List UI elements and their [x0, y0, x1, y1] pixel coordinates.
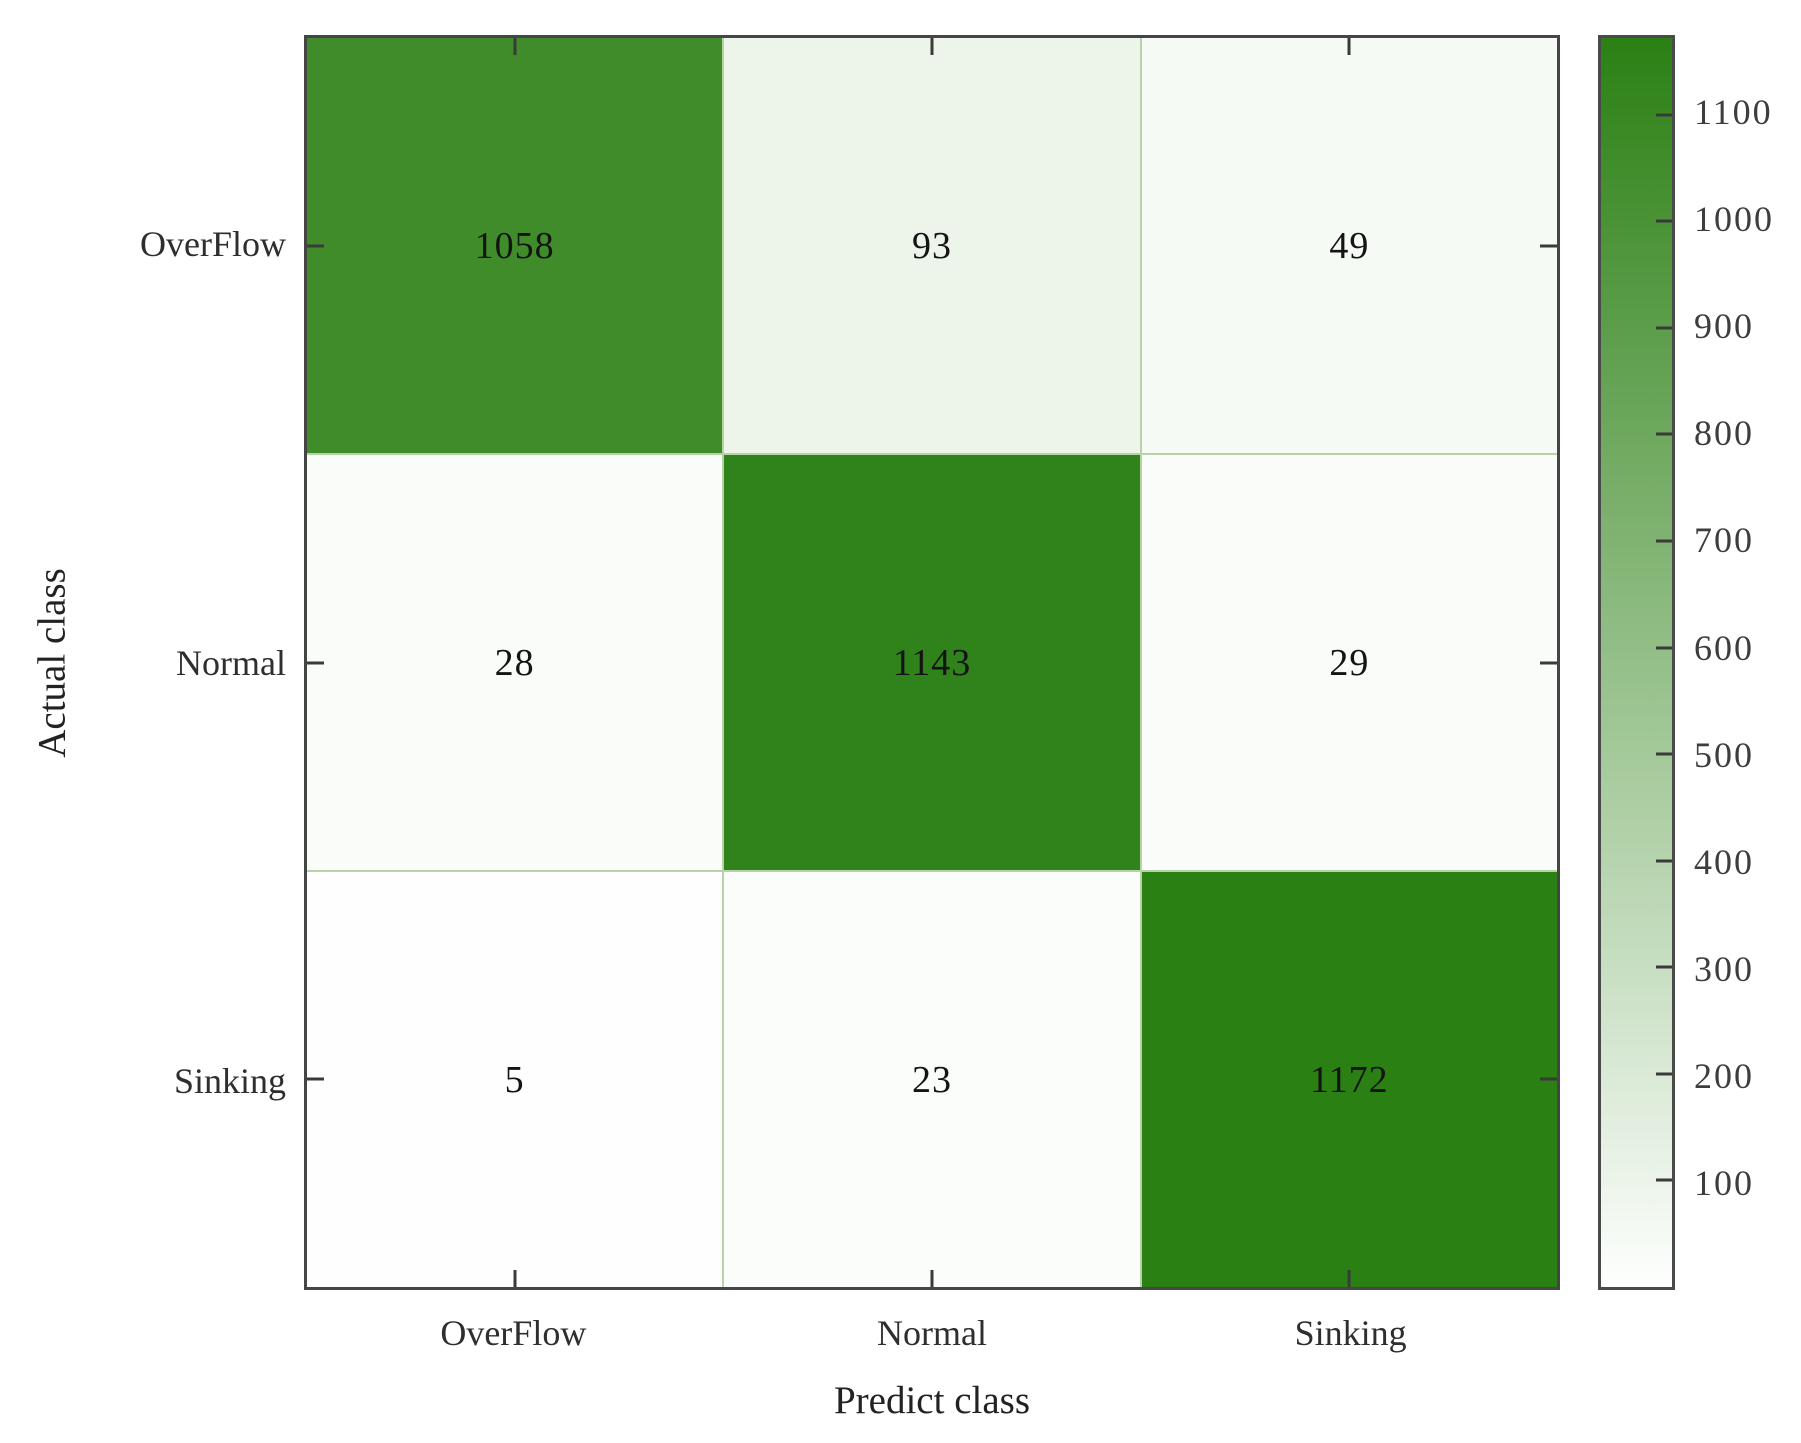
matrix-cell: 23	[724, 872, 1140, 1287]
colorbar-tick-label: 400	[1694, 841, 1754, 882]
cell-value: 1172	[1310, 1058, 1389, 1101]
x-axis-tick	[1347, 1270, 1351, 1287]
colorbar-tick-labels: 1100 1000 900 800 700 600 500 400 300 200 100	[1694, 35, 1801, 1290]
colorbar-tick	[1656, 326, 1672, 330]
x-axis-title: Predict class	[833, 1379, 1031, 1422]
colorbar-tick-label: 500	[1694, 734, 1754, 775]
y-axis-tick	[307, 244, 324, 248]
plot-area: 1058 93 49 28 1143 29 5 23 1172	[304, 35, 1560, 1290]
colorbar-tick-label: 700	[1694, 520, 1754, 561]
x-axis-tick	[513, 38, 517, 55]
cell-value: 93	[911, 224, 952, 267]
colorbar-tick-label: 600	[1694, 627, 1754, 668]
matrix-cell: 93	[724, 38, 1140, 453]
matrix-cell: 1143	[724, 455, 1140, 870]
colorbar-tick-label: 1000	[1694, 199, 1774, 240]
y-axis-tick	[307, 661, 324, 664]
y-axis-tick	[307, 1077, 324, 1081]
x-axis-tick	[930, 38, 934, 55]
colorbar-tick	[1656, 646, 1672, 650]
matrix-cell: 5	[307, 872, 723, 1287]
matrix-cell: 1058	[307, 38, 723, 453]
y-axis-tick	[1540, 244, 1557, 248]
colorbar-tick-label: 300	[1694, 948, 1754, 989]
cell-value: 1058	[474, 224, 555, 267]
cell-value: 5	[504, 1058, 525, 1101]
y-tick-label: Sinking	[173, 1060, 286, 1101]
colorbar-tick-label: 100	[1694, 1162, 1754, 1203]
y-tick-label: OverFlow	[140, 224, 286, 265]
matrix-cell: 1172	[1141, 872, 1557, 1287]
x-axis-tick	[1347, 38, 1351, 55]
colorbar-tick-label: 800	[1694, 413, 1754, 454]
colorbar-tick	[1656, 1178, 1672, 1182]
x-tick-label: Normal	[877, 1313, 987, 1353]
y-axis-tick	[1540, 661, 1557, 664]
colorbar-tick	[1656, 113, 1672, 117]
colorbar-tick-label: 900	[1694, 306, 1754, 347]
matrix-cell: 49	[1141, 38, 1557, 453]
colorbar-tick-label: 1100	[1694, 92, 1773, 133]
y-axis-tick-labels: OverFlow Normal Sinking	[0, 35, 286, 1290]
colorbar-tick	[1656, 859, 1672, 863]
matrix-grid: 1058 93 49 28 1143 29 5 23 1172	[307, 38, 1557, 1287]
cell-value: 1143	[892, 641, 972, 684]
colorbar-tick	[1656, 1072, 1672, 1076]
colorbar-tick	[1656, 752, 1672, 756]
x-axis-tick	[513, 1270, 517, 1287]
colorbar-tick	[1656, 432, 1672, 436]
x-tick-label: OverFlow	[440, 1313, 587, 1353]
colorbar-gradient	[1601, 38, 1672, 1287]
colorbar-tick	[1656, 965, 1672, 969]
cell-value: 28	[494, 641, 535, 684]
matrix-cell: 29	[1141, 455, 1557, 870]
x-tick-label: Sinking	[1294, 1313, 1407, 1353]
matrix-cell: 28	[307, 455, 723, 870]
cell-value: 49	[1329, 224, 1370, 267]
x-axis-tick	[930, 1270, 934, 1287]
cell-value: 29	[1329, 641, 1370, 684]
cell-value: 23	[911, 1058, 952, 1101]
colorbar	[1598, 35, 1675, 1290]
y-tick-label: Normal	[176, 642, 286, 683]
y-axis-tick	[1540, 1077, 1557, 1081]
colorbar-tick	[1656, 539, 1672, 543]
x-axis-tick-labels: OverFlow Normal Sinking	[304, 1312, 1560, 1368]
colorbar-tick	[1656, 219, 1672, 223]
colorbar-tick-label: 200	[1694, 1055, 1754, 1096]
